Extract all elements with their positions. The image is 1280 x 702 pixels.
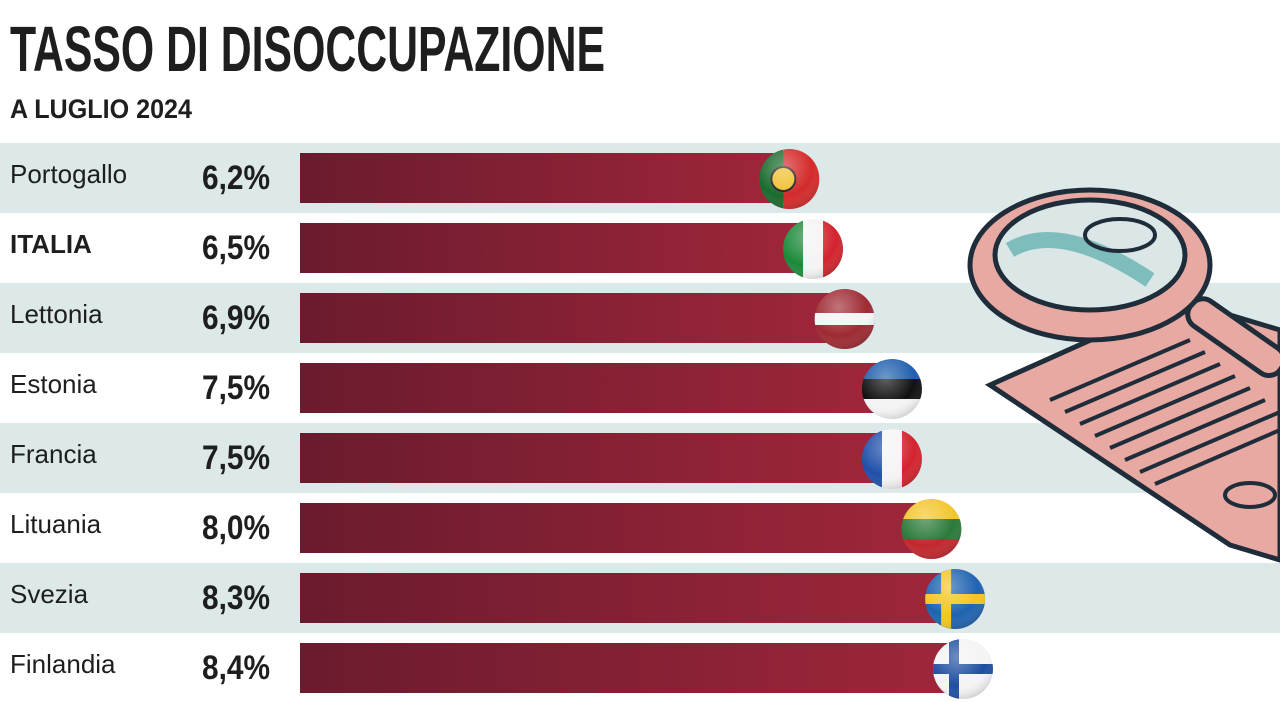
illustration <box>967 187 1280 563</box>
flag-shine <box>901 499 962 559</box>
value-label: 8,4% <box>202 649 270 687</box>
bar <box>300 223 814 273</box>
bar <box>300 503 932 553</box>
flag-shine <box>933 639 993 699</box>
value-label: 6,2% <box>202 159 270 197</box>
flag <box>783 219 844 279</box>
flag <box>933 639 993 699</box>
category-label: Portogallo <box>10 159 127 189</box>
value-label: 8,0% <box>202 509 270 547</box>
flag-shine <box>783 219 844 279</box>
bar <box>300 433 892 483</box>
value-label: 6,5% <box>202 229 270 267</box>
chart-subtitle: A LUGLIO 2024 <box>10 94 192 124</box>
flag-shine <box>814 289 875 349</box>
category-label: Francia <box>10 439 97 469</box>
flag <box>901 499 962 559</box>
value-label: 8,3% <box>202 579 270 617</box>
category-label: Estonia <box>10 369 97 399</box>
bar <box>300 153 790 203</box>
category-label: Svezia <box>10 579 89 609</box>
category-label: ITALIA <box>10 229 92 259</box>
flag-shine <box>861 429 922 489</box>
chart-title: TASSO DI DISOCCUPAZIONE <box>10 13 605 85</box>
flag-shine <box>759 149 820 209</box>
bar <box>300 363 892 413</box>
flag <box>814 289 875 349</box>
flag <box>861 359 922 419</box>
value-label: 7,5% <box>202 369 270 407</box>
flag-shine <box>925 569 986 629</box>
value-label: 6,9% <box>202 299 270 337</box>
flag <box>925 569 986 629</box>
bar <box>300 293 845 343</box>
flag <box>861 429 922 489</box>
category-label: Lettonia <box>10 299 103 329</box>
category-label: Finlandia <box>10 649 116 679</box>
value-label: 7,5% <box>202 439 270 477</box>
flag-shine <box>861 359 922 419</box>
bar <box>300 573 956 623</box>
category-label: Lituania <box>10 509 102 539</box>
bar <box>300 643 963 693</box>
flag <box>759 149 820 209</box>
